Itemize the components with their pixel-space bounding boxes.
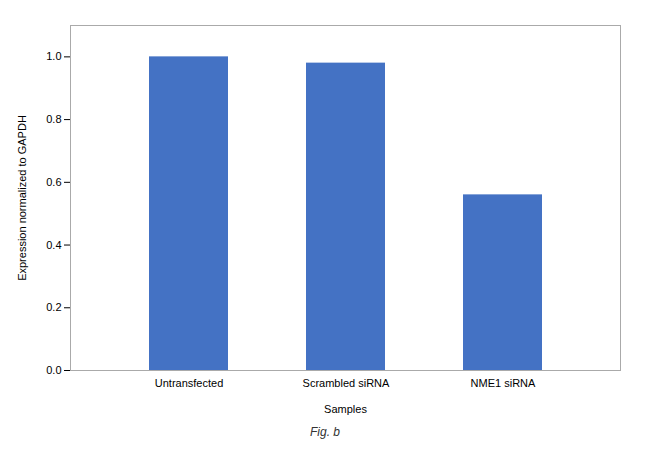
svg-text:Untransfected: Untransfected — [155, 377, 223, 389]
svg-text:0.6: 0.6 — [46, 176, 61, 188]
svg-text:1.0: 1.0 — [46, 50, 61, 62]
svg-text:0.0: 0.0 — [46, 364, 61, 376]
svg-text:0.8: 0.8 — [46, 113, 61, 125]
svg-text:0.4: 0.4 — [46, 239, 61, 251]
svg-text:Samples: Samples — [324, 403, 367, 415]
svg-text:0.2: 0.2 — [46, 301, 61, 313]
svg-text:NME1 siRNA: NME1 siRNA — [471, 377, 536, 389]
svg-text:Expression normalized to GAPDH: Expression normalized to GAPDH — [16, 115, 28, 281]
html-text:Fig. b: Fig. b — [310, 425, 340, 439]
svg-text:Scrambled siRNA: Scrambled siRNA — [303, 377, 390, 389]
